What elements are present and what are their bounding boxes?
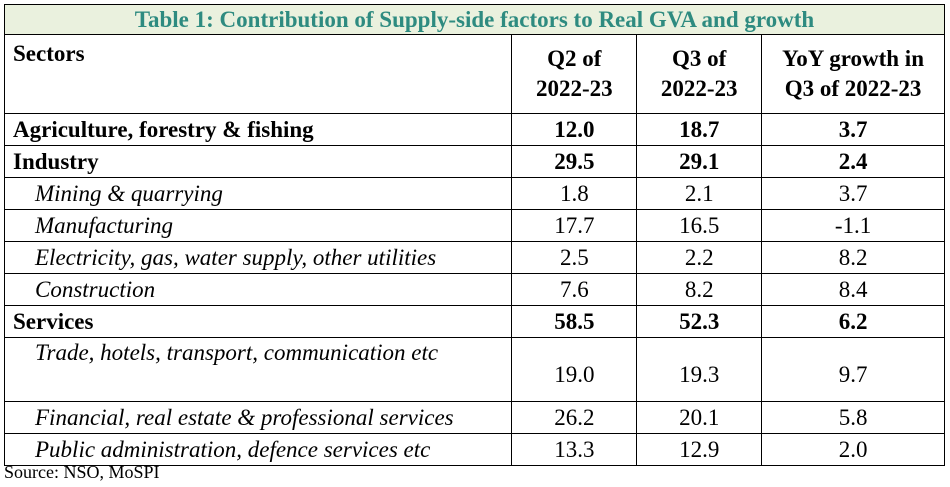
source-note: Source: NSO, MoSPI [4,462,160,482]
table-row: Agriculture, forestry & fishing 12.0 18.… [3,113,945,146]
row-q2: 17.7 [511,209,638,242]
row-q2: 19.0 [511,337,638,402]
row-label: Mining & quarrying [3,177,513,210]
table-row: Mining & quarrying 1.8 2.1 3.7 [3,177,945,210]
row-q2: 58.5 [511,305,638,338]
row-label: Electricity, gas, water supply, other ut… [3,241,513,274]
row-q3: 16.5 [636,209,763,242]
row-label: Manufacturing [3,209,513,242]
row-label: Services [3,305,513,338]
row-q3: 20.1 [636,401,763,434]
row-q3: 18.7 [636,113,763,146]
table-row: Services 58.5 52.3 6.2 [3,305,945,338]
row-yoy: 3.7 [761,177,945,210]
row-yoy: 8.2 [761,241,945,274]
row-label: Industry [3,145,513,178]
table-row: Industry 29.5 29.1 2.4 [3,145,945,178]
row-label: Public administration, defence services … [3,433,513,466]
header-q2-line1: Q2 of [547,46,602,71]
row-yoy: 9.7 [761,337,945,402]
row-q3: 52.3 [636,305,763,338]
row-label: Trade, hotels, transport, communication … [3,337,513,402]
row-yoy: 2.4 [761,145,945,178]
row-q3: 2.2 [636,241,763,274]
table-row: Financial, real estate & professional se… [3,401,945,434]
table-row: Construction 7.6 8.2 8.4 [3,273,945,306]
table-row: Manufacturing 17.7 16.5 -1.1 [3,209,945,242]
header-yoy-line1: YoY growth in [782,46,924,71]
table-row: Electricity, gas, water supply, other ut… [3,241,945,274]
table-title: Table 1: Contribution of Supply-side fac… [4,4,945,34]
row-q2: 29.5 [511,145,638,178]
row-q3: 19.3 [636,337,763,402]
header-q3-line1: Q3 of [672,46,727,71]
header-sectors: Sectors [3,34,513,114]
row-q2: 12.0 [511,113,638,146]
row-label: Agriculture, forestry & fishing [3,113,513,146]
row-yoy: 3.7 [761,113,945,146]
row-q3: 29.1 [636,145,763,178]
header-yoy-line2: Q3 of 2022-23 [784,76,922,101]
row-q2: 2.5 [511,241,638,274]
table-row: Public administration, defence services … [3,433,945,466]
table-header-row: Sectors Q2 of 2022-23 Q3 of 2022-23 YoY … [3,34,945,114]
row-q3: 2.1 [636,177,763,210]
row-yoy: 6.2 [761,305,945,338]
header-yoy: YoY growth in Q3 of 2022-23 [761,34,945,114]
header-q3-line2: 2022-23 [660,76,738,101]
row-label: Construction [3,273,513,306]
row-q2: 26.2 [511,401,638,434]
row-yoy: 8.4 [761,273,945,306]
row-yoy: -1.1 [761,209,945,242]
row-label: Financial, real estate & professional se… [3,401,513,434]
row-q3: 12.9 [636,433,763,466]
header-q3: Q3 of 2022-23 [636,34,763,114]
gva-table: Sectors Q2 of 2022-23 Q3 of 2022-23 YoY … [3,34,945,466]
header-q2-line2: 2022-23 [535,76,613,101]
row-yoy: 5.8 [761,401,945,434]
header-q2: Q2 of 2022-23 [511,34,638,114]
row-q2: 13.3 [511,433,638,466]
row-yoy: 2.0 [761,433,945,466]
row-q3: 8.2 [636,273,763,306]
table-row: Trade, hotels, transport, communication … [3,337,945,402]
row-q2: 7.6 [511,273,638,306]
row-q2: 1.8 [511,177,638,210]
